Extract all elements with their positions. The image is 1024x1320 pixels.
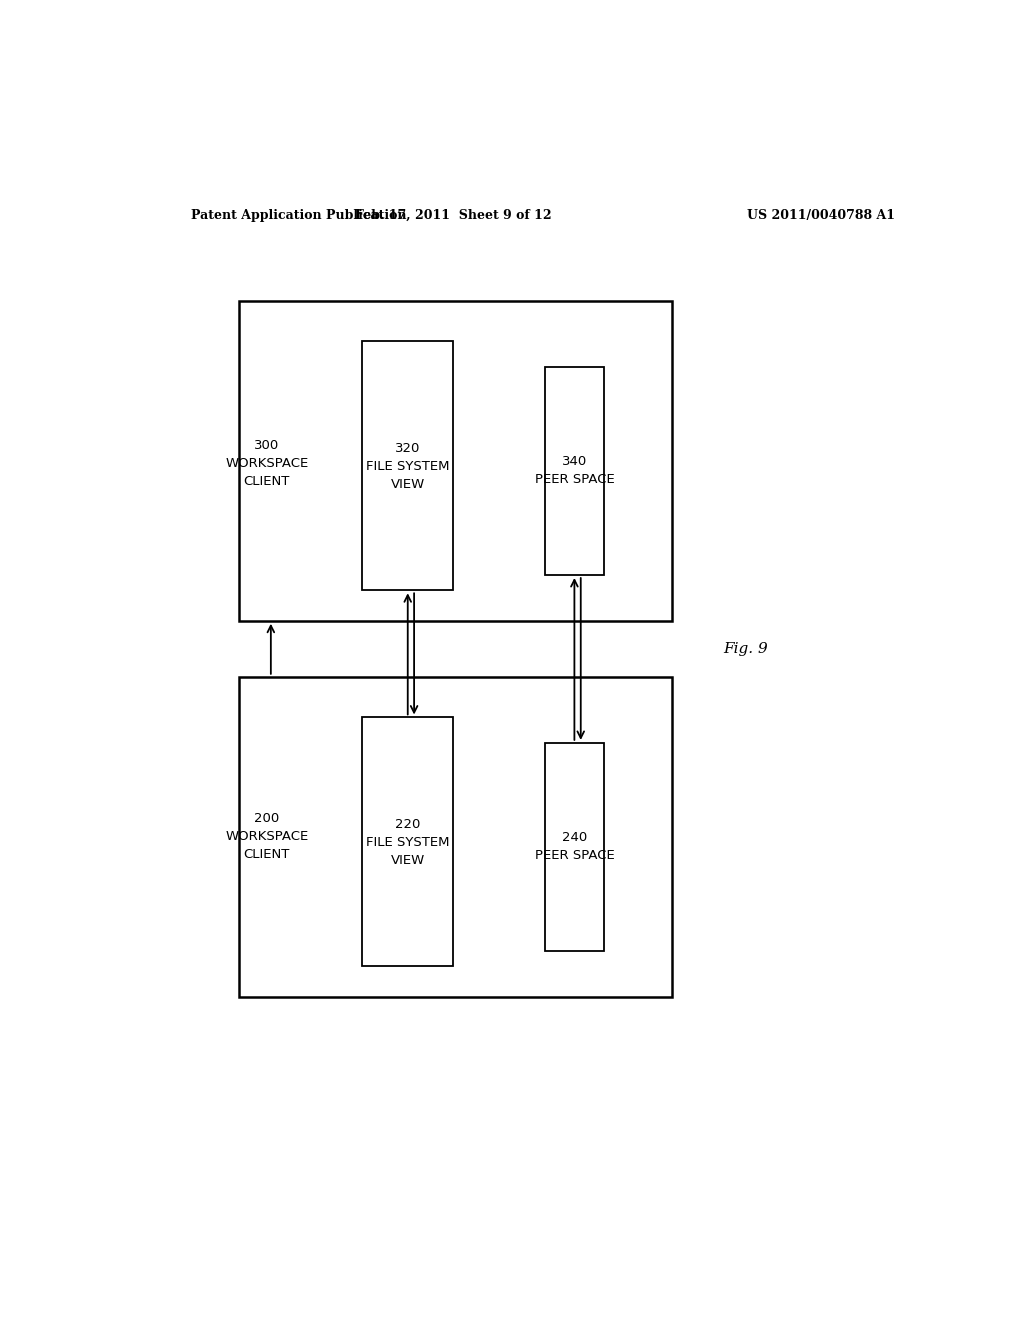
Text: Feb. 17, 2011  Sheet 9 of 12: Feb. 17, 2011 Sheet 9 of 12 — [355, 209, 552, 222]
Text: 200
WORKSPACE
CLIENT: 200 WORKSPACE CLIENT — [225, 812, 308, 861]
Text: 320
FILE SYSTEM
VIEW: 320 FILE SYSTEM VIEW — [366, 442, 450, 491]
Text: 240
PEER SPACE: 240 PEER SPACE — [535, 832, 614, 862]
Bar — [362, 342, 454, 590]
Bar — [545, 743, 604, 952]
Bar — [240, 301, 672, 620]
Bar — [240, 677, 672, 997]
Text: 220
FILE SYSTEM
VIEW: 220 FILE SYSTEM VIEW — [366, 818, 450, 867]
Text: 340
PEER SPACE: 340 PEER SPACE — [535, 455, 614, 486]
Bar — [545, 367, 604, 576]
Text: US 2011/0040788 A1: US 2011/0040788 A1 — [748, 209, 895, 222]
Text: 300
WORKSPACE
CLIENT: 300 WORKSPACE CLIENT — [225, 438, 308, 488]
Text: Fig. 9: Fig. 9 — [723, 642, 768, 656]
Text: Patent Application Publication: Patent Application Publication — [191, 209, 407, 222]
Bar — [362, 718, 454, 966]
